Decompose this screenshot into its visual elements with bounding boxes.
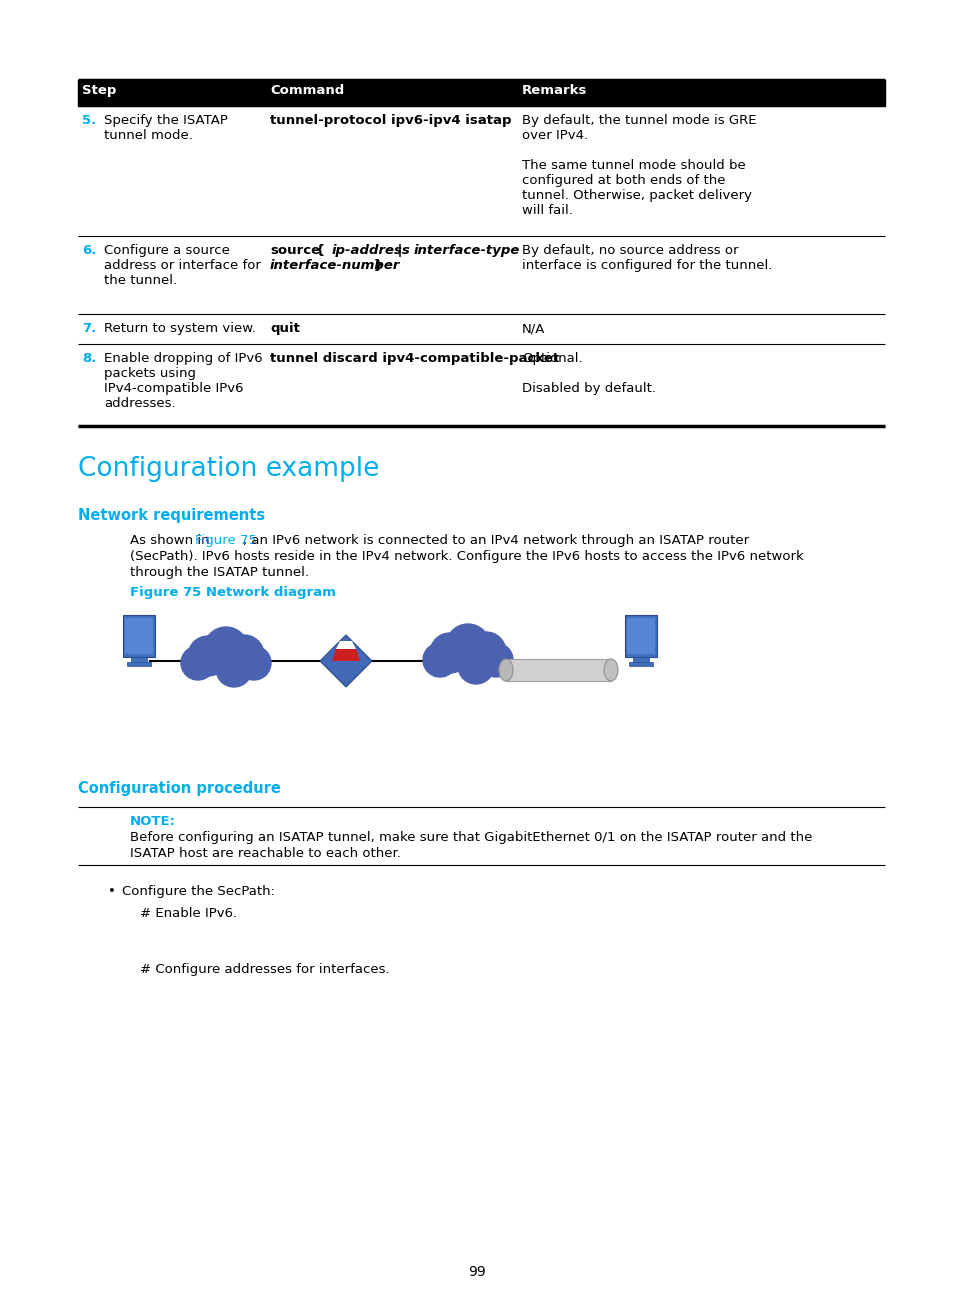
Ellipse shape [603, 658, 618, 680]
Text: Command: Command [270, 84, 344, 97]
Text: Step: Step [82, 84, 116, 97]
FancyBboxPatch shape [125, 618, 152, 654]
Text: Configuration example: Configuration example [78, 456, 379, 482]
Text: Specify the ISATAP
tunnel mode.: Specify the ISATAP tunnel mode. [104, 114, 228, 143]
FancyBboxPatch shape [505, 658, 610, 680]
Text: (SecPath). IPv6 hosts reside in the IPv4 network. Configure the IPv6 hosts to ac: (SecPath). IPv6 hosts reside in the IPv4… [130, 550, 803, 562]
Text: {: { [311, 244, 329, 257]
Text: Before configuring an ISATAP tunnel, make sure that GigabitEthernet 0/1 on the I: Before configuring an ISATAP tunnel, mak… [130, 831, 812, 844]
Circle shape [446, 623, 490, 667]
Text: Figure 75 Network diagram: Figure 75 Network diagram [130, 586, 335, 599]
Circle shape [181, 645, 214, 680]
Text: # Configure addresses for interfaces.: # Configure addresses for interfaces. [140, 963, 389, 976]
Text: Network requirements: Network requirements [78, 508, 265, 524]
Text: 6.: 6. [82, 244, 96, 257]
Text: ip-address: ip-address [331, 244, 410, 257]
Text: , an IPv6 network is connected to an IPv4 network through an ISATAP router: , an IPv6 network is connected to an IPv… [243, 534, 749, 547]
Text: •: • [108, 885, 115, 898]
Text: tunnel-protocol ipv6-ipv4 isatap: tunnel-protocol ipv6-ipv4 isatap [270, 114, 511, 127]
Text: Configuration procedure: Configuration procedure [78, 781, 280, 796]
FancyBboxPatch shape [626, 618, 655, 654]
Text: By default, no source address or
interface is configured for the tunnel.: By default, no source address or interfa… [521, 244, 772, 272]
Polygon shape [332, 649, 359, 661]
Text: source: source [270, 244, 320, 257]
Text: 5.: 5. [82, 114, 96, 127]
Circle shape [465, 632, 505, 673]
Text: ISATAP host are reachable to each other.: ISATAP host are reachable to each other. [130, 848, 400, 861]
Circle shape [204, 627, 248, 671]
Polygon shape [335, 642, 355, 649]
Circle shape [478, 643, 513, 677]
Text: quit: quit [270, 321, 299, 334]
Text: Configure the SecPath:: Configure the SecPath: [122, 885, 274, 898]
Text: Configure a source
address or interface for
the tunnel.: Configure a source address or interface … [104, 244, 260, 286]
FancyBboxPatch shape [127, 662, 151, 666]
FancyBboxPatch shape [131, 657, 147, 664]
FancyBboxPatch shape [633, 657, 648, 664]
Circle shape [188, 636, 228, 677]
Circle shape [430, 632, 470, 673]
Text: NOTE:: NOTE: [130, 815, 175, 828]
FancyBboxPatch shape [624, 616, 657, 657]
Text: 7.: 7. [82, 321, 96, 334]
Text: }: } [369, 259, 383, 272]
Circle shape [236, 645, 271, 680]
Text: As shown in: As shown in [130, 534, 213, 547]
Text: 99: 99 [468, 1265, 485, 1279]
FancyBboxPatch shape [123, 616, 154, 657]
Text: through the ISATAP tunnel.: through the ISATAP tunnel. [130, 566, 309, 579]
Text: interface-type: interface-type [414, 244, 519, 257]
Text: 8.: 8. [82, 353, 96, 365]
Text: Optional.

Disabled by default.: Optional. Disabled by default. [521, 353, 656, 395]
Text: Remarks: Remarks [521, 84, 587, 97]
Circle shape [457, 648, 494, 684]
Polygon shape [319, 635, 372, 687]
Ellipse shape [498, 658, 513, 680]
Text: |: | [393, 244, 407, 257]
Circle shape [215, 651, 252, 687]
Text: interface-number: interface-number [270, 259, 400, 272]
Text: By default, the tunnel mode is GRE
over IPv4.

The same tunnel mode should be
co: By default, the tunnel mode is GRE over … [521, 114, 756, 216]
Text: tunnel discard ipv4-compatible-packet: tunnel discard ipv4-compatible-packet [270, 353, 558, 365]
Text: # Enable IPv6.: # Enable IPv6. [140, 907, 237, 920]
Text: Enable dropping of IPv6
packets using
IPv4-compatible IPv6
addresses.: Enable dropping of IPv6 packets using IP… [104, 353, 262, 410]
Circle shape [422, 643, 456, 677]
FancyBboxPatch shape [628, 662, 652, 666]
Text: N/A: N/A [521, 321, 545, 334]
Text: Figure 75: Figure 75 [194, 534, 256, 547]
Text: Return to system view.: Return to system view. [104, 321, 255, 334]
Circle shape [224, 635, 264, 675]
